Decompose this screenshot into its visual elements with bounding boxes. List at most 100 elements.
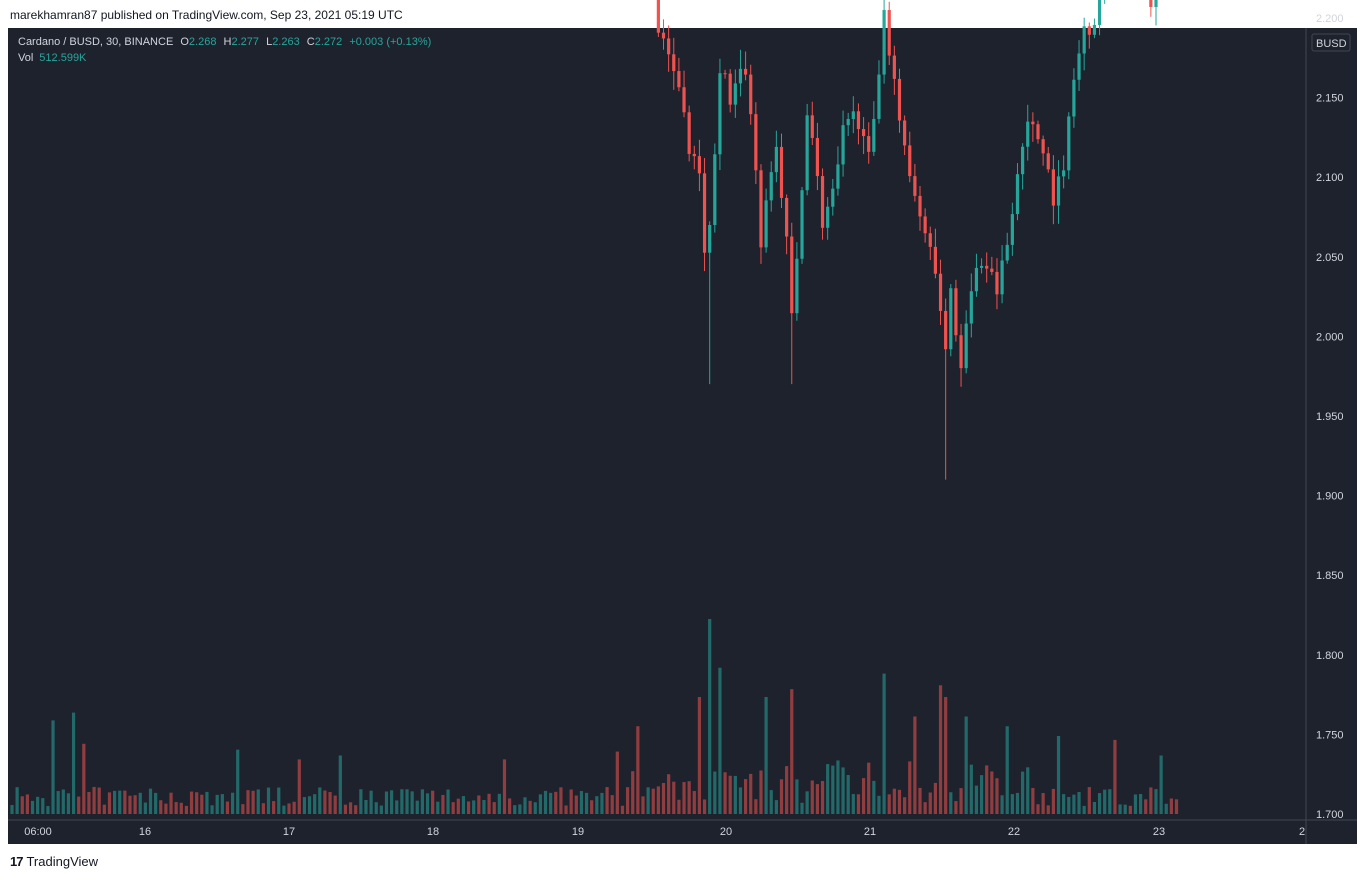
volume-bar[interactable] — [928, 792, 932, 814]
volume-bar[interactable] — [1174, 799, 1179, 814]
volume-bar[interactable] — [354, 805, 358, 814]
candle-body[interactable] — [1149, 0, 1153, 7]
volume-bar[interactable] — [831, 765, 835, 814]
candle-body[interactable] — [1046, 153, 1050, 170]
volume-bar[interactable] — [220, 794, 224, 814]
volume-bar[interactable] — [564, 805, 568, 814]
volume-bar[interactable] — [369, 790, 373, 814]
volume-bar[interactable] — [538, 794, 542, 814]
volume-bar[interactable] — [810, 780, 814, 814]
volume-bar[interactable] — [133, 795, 137, 814]
volume-bar[interactable] — [148, 788, 153, 814]
candle-body[interactable] — [867, 136, 871, 152]
volume-bar[interactable] — [277, 787, 281, 814]
candle-body[interactable] — [820, 176, 825, 228]
symbol-title[interactable]: Cardano / BUSD, 30, BINANCE — [18, 36, 174, 48]
volume-bar[interactable] — [441, 794, 445, 814]
volume-bar[interactable] — [959, 788, 963, 814]
volume-bar[interactable] — [1015, 792, 1020, 814]
volume-bar[interactable] — [395, 800, 399, 814]
volume-bar[interactable] — [502, 759, 507, 814]
volume-bar[interactable] — [626, 787, 630, 814]
candle-body[interactable] — [923, 216, 927, 234]
volume-bar[interactable] — [379, 805, 383, 814]
volume-bar[interactable] — [995, 778, 999, 814]
candle-body[interactable] — [759, 170, 763, 248]
candle-body[interactable] — [908, 145, 912, 177]
volume-bar[interactable] — [77, 796, 81, 814]
candle-body[interactable] — [692, 153, 696, 157]
volume-bar[interactable] — [759, 770, 763, 814]
volume-bar[interactable] — [938, 685, 943, 814]
volume-bar[interactable] — [51, 720, 55, 814]
volume-bar[interactable] — [1051, 788, 1055, 814]
candle-body[interactable] — [938, 273, 943, 311]
volume-bar[interactable] — [1128, 805, 1132, 814]
volume-bar[interactable] — [513, 805, 517, 814]
chart-panel[interactable] — [8, 28, 1357, 844]
volume-bar[interactable] — [210, 805, 214, 814]
volume-bar[interactable] — [903, 797, 907, 814]
volume-bar[interactable] — [348, 802, 353, 814]
candle-body[interactable] — [1005, 244, 1009, 261]
candle-body[interactable] — [887, 10, 891, 56]
volume-bar[interactable] — [743, 779, 748, 814]
candle-body[interactable] — [805, 115, 809, 191]
candle-body[interactable] — [810, 115, 814, 138]
volume-bar[interactable] — [92, 786, 96, 814]
volume-bar[interactable] — [359, 789, 363, 814]
candle-body[interactable] — [872, 118, 876, 152]
volume-bar[interactable] — [113, 790, 117, 814]
candle-body[interactable] — [1031, 121, 1035, 125]
volume-bar[interactable] — [851, 794, 855, 814]
volume-bar[interactable] — [195, 792, 199, 814]
candle-body[interactable] — [1062, 170, 1066, 177]
volume-bar[interactable] — [123, 790, 127, 814]
candle-body[interactable] — [1010, 214, 1014, 245]
volume-bar[interactable] — [1041, 793, 1045, 814]
volume-bar[interactable] — [497, 793, 501, 814]
volume-bar[interactable] — [1077, 792, 1081, 814]
volume-bar[interactable] — [1154, 789, 1158, 814]
candle-body[interactable] — [723, 73, 727, 75]
volume-bar[interactable] — [272, 801, 276, 814]
volume-bar[interactable] — [738, 787, 743, 814]
volume-bar[interactable] — [1097, 793, 1102, 814]
volume-bar[interactable] — [672, 781, 676, 814]
candle-body[interactable] — [754, 114, 758, 171]
candle-body[interactable] — [856, 111, 861, 130]
volume-bar[interactable] — [1082, 805, 1086, 814]
volume-bar[interactable] — [790, 689, 794, 814]
volume-bar[interactable] — [390, 790, 394, 814]
volume-bar[interactable] — [631, 771, 635, 814]
volume-bar[interactable] — [508, 798, 512, 814]
volume-bar[interactable] — [990, 771, 994, 814]
candle-body[interactable] — [697, 156, 702, 174]
volume-bar[interactable] — [154, 792, 158, 814]
candle-body[interactable] — [877, 74, 881, 119]
candle-body[interactable] — [702, 173, 707, 253]
volume-bar[interactable] — [892, 788, 896, 814]
candle-body[interactable] — [1056, 176, 1061, 206]
volume-bar[interactable] — [785, 766, 789, 814]
volume-bar[interactable] — [518, 804, 522, 814]
volume-bar[interactable] — [138, 792, 142, 814]
volume-bar[interactable] — [954, 801, 958, 814]
volume-bar[interactable] — [1062, 794, 1066, 814]
candle-body[interactable] — [903, 120, 907, 146]
candle-body[interactable] — [1036, 124, 1040, 140]
volume-bar[interactable] — [651, 788, 655, 814]
volume-bar[interactable] — [477, 795, 481, 814]
volume-bar[interactable] — [482, 800, 486, 814]
volume-bar[interactable] — [733, 775, 737, 814]
volume-bar[interactable] — [636, 726, 640, 814]
volume-bar[interactable] — [610, 795, 614, 814]
volume-bar[interactable] — [692, 791, 696, 814]
volume-bar[interactable] — [718, 667, 722, 814]
volume-bar[interactable] — [620, 805, 625, 814]
candle-body[interactable] — [779, 146, 784, 198]
candle-body[interactable] — [913, 176, 917, 196]
volume-bar[interactable] — [15, 787, 19, 814]
volume-bar[interactable] — [554, 791, 558, 814]
volume-bar[interactable] — [918, 787, 922, 814]
